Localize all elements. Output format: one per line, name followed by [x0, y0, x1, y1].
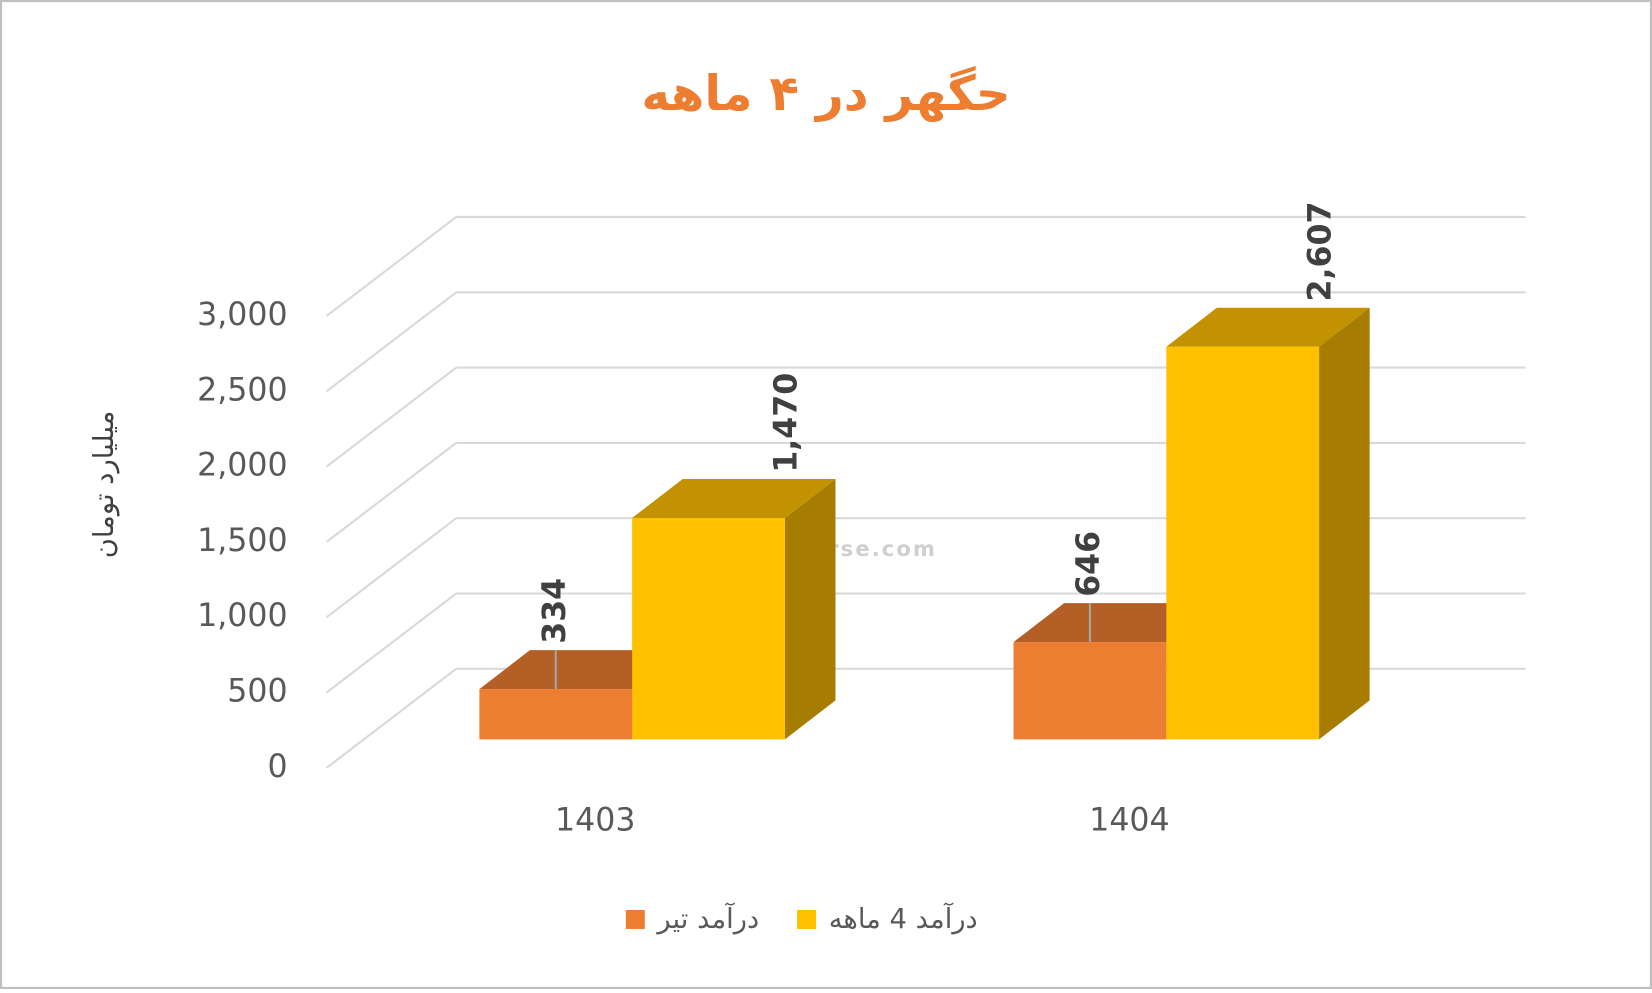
- legend-swatch: [797, 910, 817, 929]
- y-tick-label: 1,500: [197, 523, 287, 559]
- grid-line: [325, 442, 457, 543]
- grid-line: [325, 667, 457, 769]
- legend-label: درآمد تیر: [655, 902, 759, 935]
- bar: [1013, 642, 1167, 740]
- y-tick-label: 0: [268, 749, 288, 785]
- bar: [1166, 346, 1320, 740]
- data-label: 2,607: [1303, 202, 1339, 302]
- bar: [479, 689, 633, 740]
- bar-side: [784, 479, 836, 740]
- bar-top: [1013, 603, 1217, 643]
- y-tick-label: 2,000: [197, 448, 287, 484]
- y-tick-label: 2,500: [197, 372, 287, 408]
- bar-side: [1319, 307, 1370, 740]
- data-label: 334: [537, 578, 573, 644]
- grid-line: [325, 517, 457, 619]
- grid-line: [325, 216, 457, 317]
- data-label: 1,470: [769, 373, 805, 473]
- bar-top: [479, 650, 683, 690]
- bar-top: [632, 479, 836, 518]
- y-axis-title: میلیارد تومان: [89, 411, 120, 559]
- bar: [632, 517, 785, 740]
- data-label: 646: [1071, 531, 1107, 597]
- chart-title: حگهر در ۴ ماهه: [641, 65, 1010, 122]
- y-tick-label: 500: [227, 674, 287, 710]
- legend-label: درآمد 4 ماهه: [829, 902, 978, 935]
- y-tick-label: 1,000: [197, 598, 287, 634]
- grid-line: [325, 366, 457, 468]
- x-tick-label: 1403: [555, 803, 635, 839]
- legend-swatch: [625, 910, 645, 929]
- x-tick-label: 1404: [1089, 803, 1169, 839]
- y-tick-label: 3,000: [197, 297, 287, 333]
- grid-line: [325, 592, 457, 694]
- bar-top: [1166, 307, 1370, 347]
- grid-line: [325, 291, 457, 393]
